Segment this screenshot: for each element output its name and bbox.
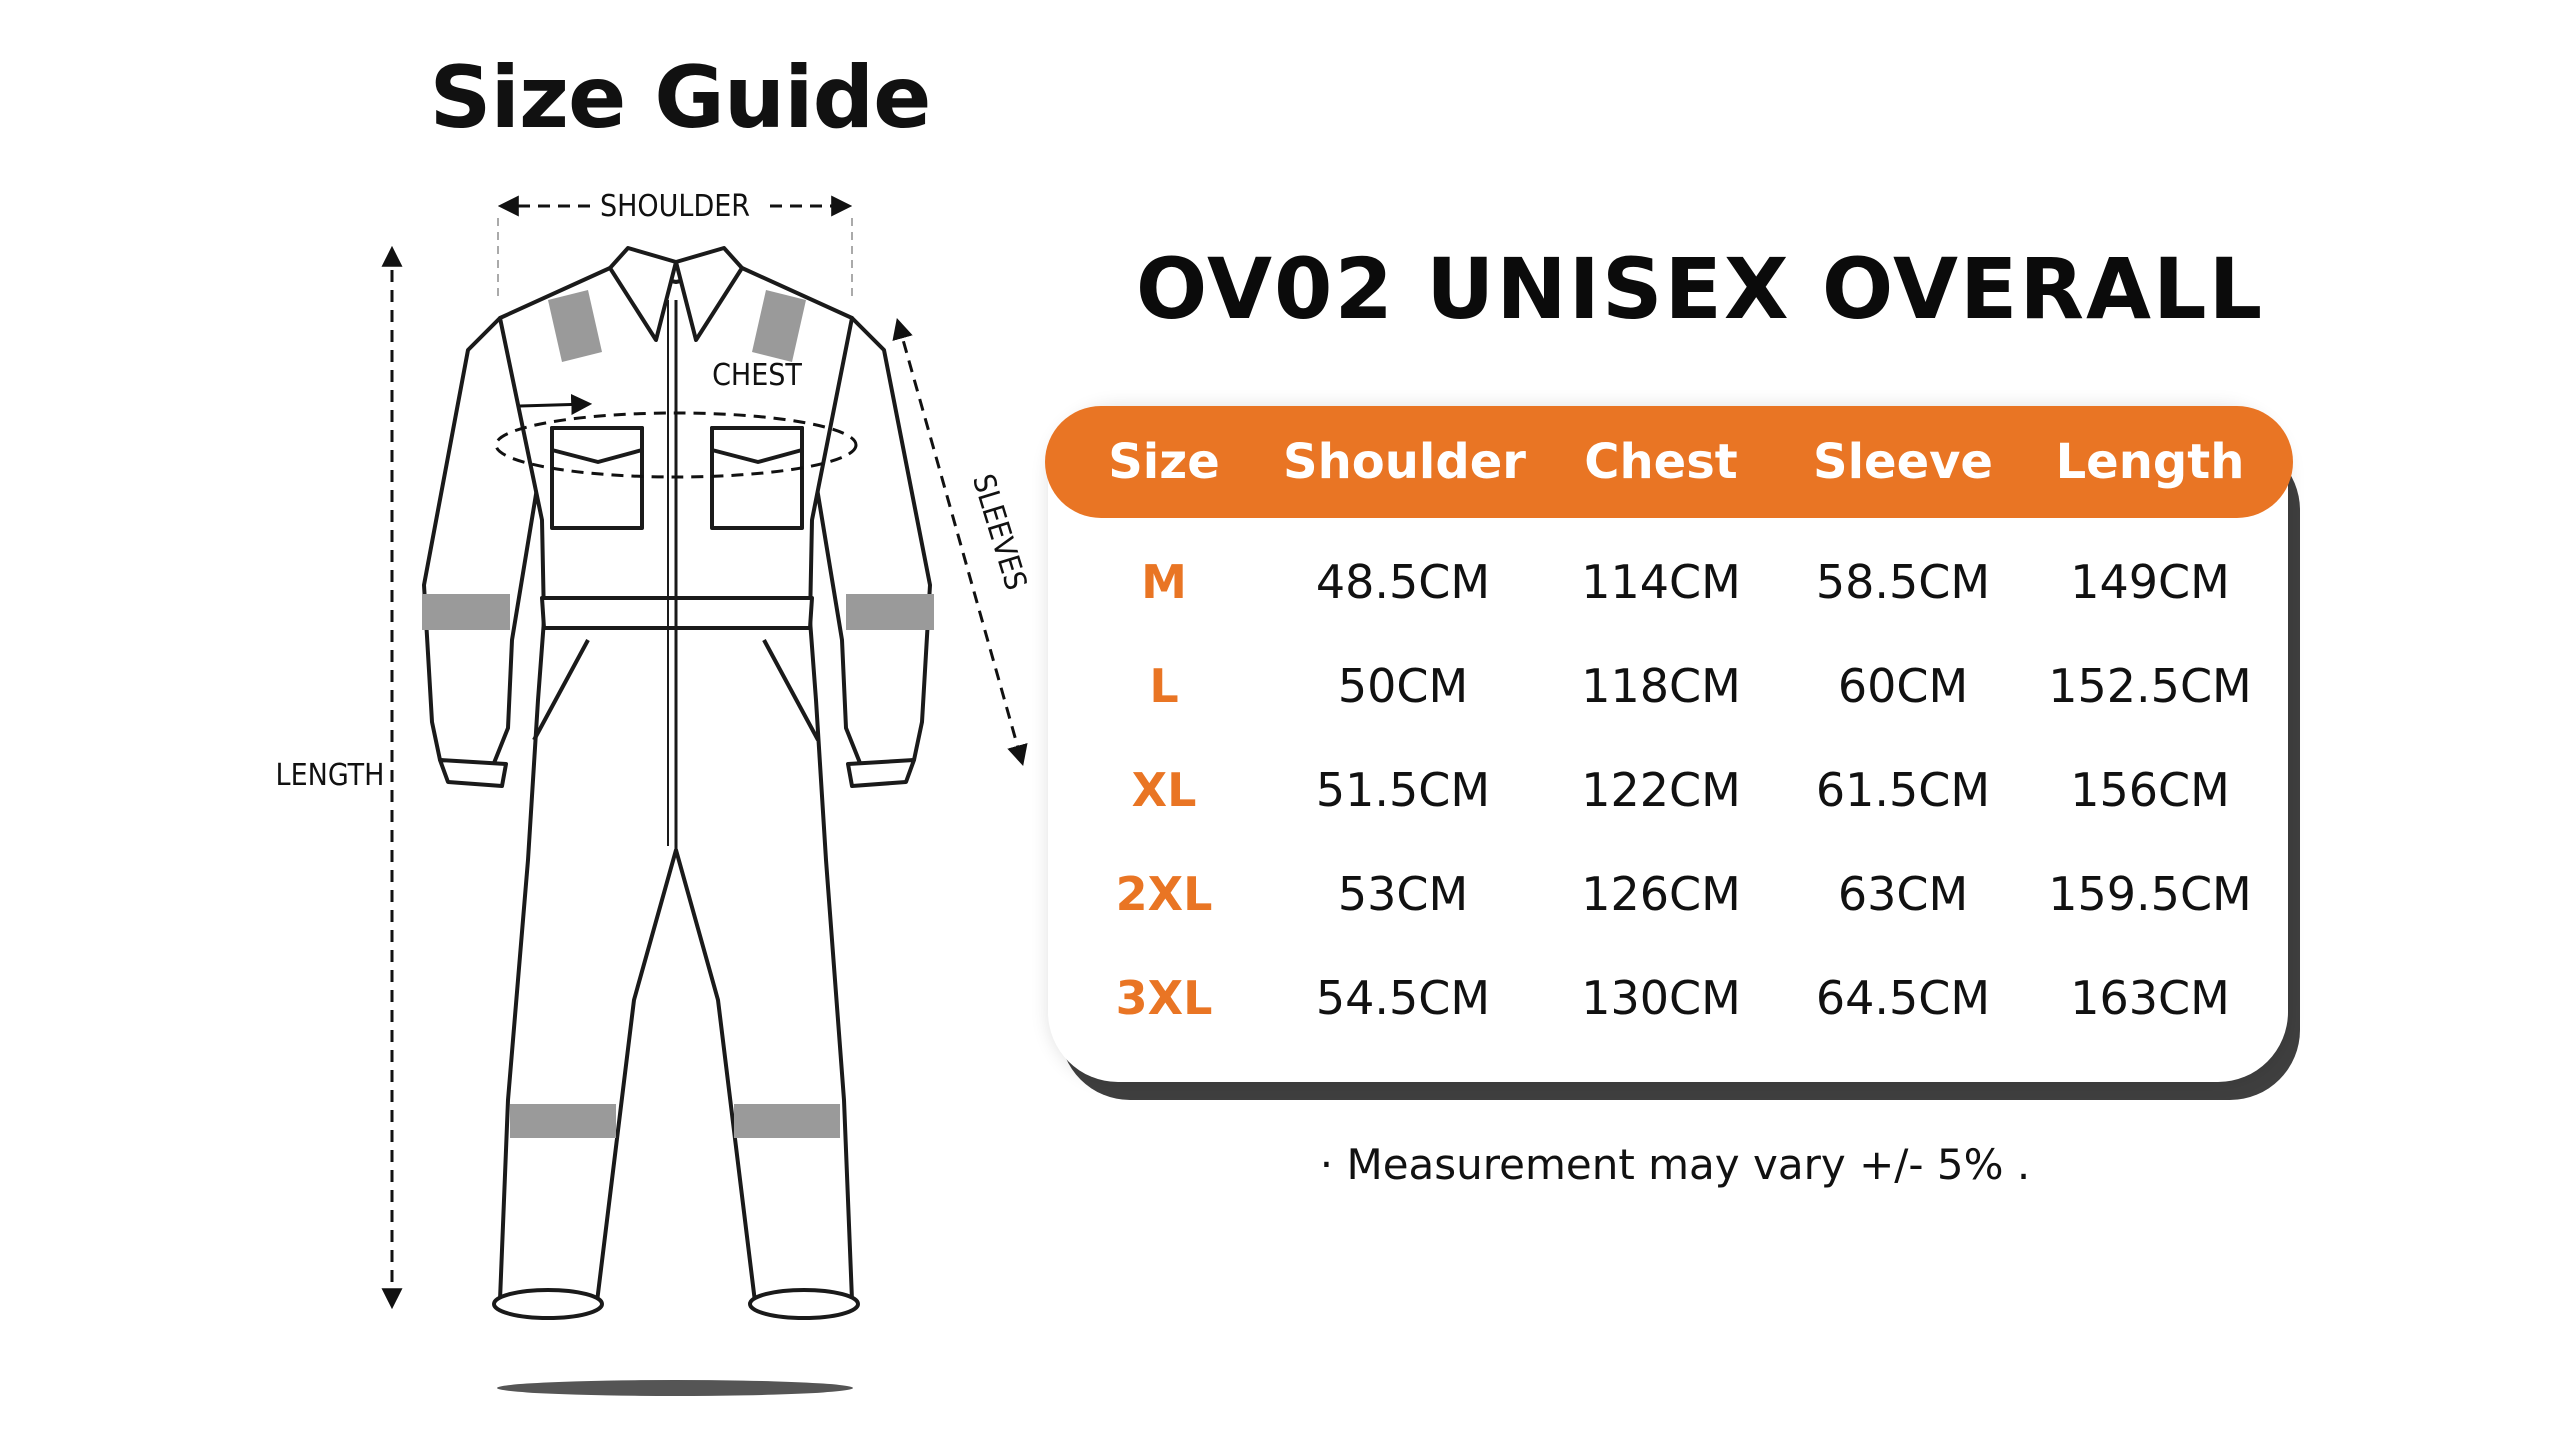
- chest-cell: 126CM: [1581, 867, 1741, 921]
- chest-cell: 118CM: [1581, 659, 1741, 713]
- size-table-body: M 48.5CM 114CM 58.5CM 149CM L 50CM 118CM…: [1045, 530, 2293, 1050]
- table-row: M 48.5CM 114CM 58.5CM 149CM: [1045, 530, 2293, 634]
- header-size: Size: [1108, 434, 1220, 490]
- table-row: 3XL 54.5CM 130CM 64.5CM 163CM: [1045, 946, 2293, 1050]
- coverall-illustration: SHOULDER LENGTH SLEEVES: [276, 189, 1033, 1396]
- sleeve-cell: 60CM: [1837, 659, 1969, 713]
- length-cell: 149CM: [2070, 555, 2230, 609]
- header-sleeve: Sleeve: [1813, 434, 1993, 490]
- chest-cell: 122CM: [1581, 763, 1741, 817]
- reflective-tapes: [422, 290, 934, 1138]
- size-cell: M: [1141, 555, 1187, 609]
- chest-cell: 130CM: [1581, 971, 1741, 1025]
- shoulder-cell: 50CM: [1337, 659, 1469, 713]
- length-cell: 159.5CM: [2048, 867, 2252, 921]
- chest-arrow: [519, 393, 593, 415]
- header-length: Length: [2055, 434, 2245, 490]
- chest-label: CHEST: [712, 358, 802, 393]
- measurement-note: · Measurement may vary +/- 5% .: [1319, 1140, 2031, 1189]
- shoulder-cell: 51.5CM: [1315, 763, 1491, 817]
- table-row: XL 51.5CM 122CM 61.5CM 156CM: [1045, 738, 2293, 842]
- shoulder-cell: 53CM: [1337, 867, 1469, 921]
- length-cell: 156CM: [2070, 763, 2230, 817]
- table-row: L 50CM 118CM 60CM 152.5CM: [1045, 634, 2293, 738]
- length-cell: 163CM: [2070, 971, 2230, 1025]
- table-row: 2XL 53CM 126CM 63CM 159.5CM: [1045, 842, 2293, 946]
- length-label: LENGTH: [276, 758, 385, 793]
- figure-shadow: [497, 1380, 853, 1396]
- sleeves-arrow: [892, 317, 1028, 767]
- header-chest: Chest: [1584, 434, 1738, 490]
- sleeve-cell: 61.5CM: [1815, 763, 1991, 817]
- size-cell: L: [1149, 659, 1179, 713]
- size-cell: 2XL: [1115, 867, 1213, 921]
- sleeves-label: SLEEVES: [965, 470, 1033, 594]
- shoulder-cell: 48.5CM: [1315, 555, 1491, 609]
- shoulder-label: SHOULDER: [600, 189, 750, 224]
- size-cell: 3XL: [1115, 971, 1213, 1025]
- chest-measure-ellipse: [494, 411, 858, 479]
- sleeve-cell: 64.5CM: [1815, 971, 1991, 1025]
- chest-cell: 114CM: [1581, 555, 1741, 609]
- sleeve-cell: 58.5CM: [1815, 555, 1991, 609]
- product-title: OV02 UNISEX OVERALL: [1135, 240, 2265, 338]
- length-cell: 152.5CM: [2048, 659, 2252, 713]
- shoulder-cell: 54.5CM: [1315, 971, 1491, 1025]
- size-guide-title: Size Guide: [429, 48, 932, 148]
- size-table-header: Size Shoulder Chest Sleeve Length: [1045, 406, 2293, 518]
- header-shoulder: Shoulder: [1283, 434, 1526, 490]
- size-cell: XL: [1131, 763, 1197, 817]
- size-table-card: [1048, 406, 2288, 1082]
- sleeve-cell: 63CM: [1837, 867, 1969, 921]
